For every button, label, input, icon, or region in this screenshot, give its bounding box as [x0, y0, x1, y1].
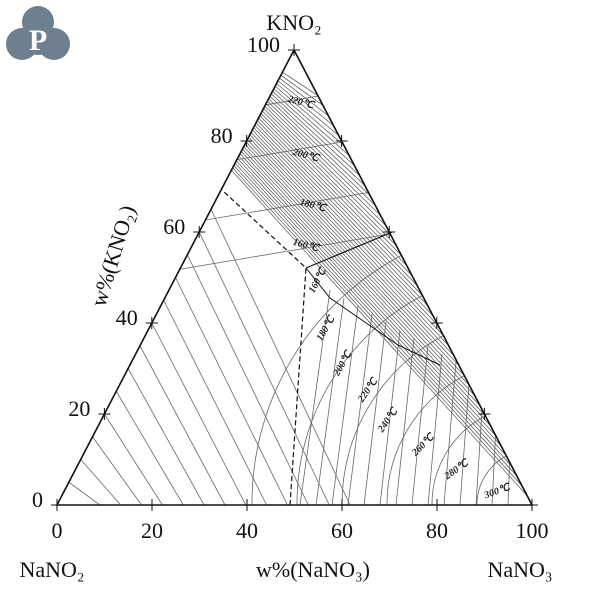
fan-line	[217, 121, 481, 407]
isotherm-label: 220℃	[355, 375, 381, 405]
tie-line	[347, 313, 373, 505]
fan-line	[247, 81, 376, 206]
x-axis-title: w%(NaNO₃)	[256, 557, 370, 582]
right-vertex-label: NaNO₃	[487, 557, 552, 582]
tick-marks	[51, 44, 538, 511]
tie-line	[127, 368, 205, 505]
bottom-tick-label: 100	[516, 518, 549, 543]
tie-line	[331, 305, 359, 505]
bottom-tick-label: 60	[331, 518, 353, 543]
left-tick-label: 80	[211, 123, 233, 148]
tie-line	[186, 254, 309, 505]
y-axis-title: w%(KNO₂)	[86, 202, 140, 309]
fan-line	[209, 131, 507, 457]
isotherm-arc	[251, 252, 407, 505]
tie-line	[363, 321, 387, 505]
fan-line	[263, 59, 319, 96]
fan-line	[218, 119, 476, 397]
fan-line	[244, 85, 387, 226]
fan-line	[206, 135, 518, 477]
tie-line	[115, 391, 184, 505]
fan-line	[227, 107, 444, 337]
tie-line	[379, 329, 401, 505]
isotherm-arc	[431, 414, 488, 505]
tie-line	[443, 361, 457, 505]
tie-line	[210, 209, 351, 505]
phase-boundary	[305, 231, 393, 269]
fan-line	[226, 109, 449, 347]
fan-line	[232, 101, 429, 306]
tie-line	[68, 481, 101, 505]
fan-line	[208, 133, 512, 467]
isotherm-label: 280℃	[442, 457, 472, 483]
fan-line	[212, 127, 497, 437]
tie-line	[299, 289, 331, 505]
isotherm-arc	[341, 333, 447, 505]
fan-line	[211, 129, 502, 447]
fan-line	[233, 99, 423, 296]
fan-line	[221, 115, 465, 377]
phase-boundary	[305, 267, 441, 366]
tie-line	[104, 413, 163, 505]
fan-line	[223, 113, 460, 367]
fan-line	[239, 91, 402, 256]
fan-line	[230, 103, 434, 316]
isotherm-label: 180℃	[299, 197, 329, 215]
fan-line	[245, 83, 381, 216]
tie-line	[427, 353, 443, 505]
tie-line	[459, 369, 471, 505]
fan-line	[203, 139, 528, 497]
triangle-frame	[55, 48, 534, 506]
fan-line	[214, 125, 491, 427]
fan-line	[241, 89, 397, 246]
tie-line	[175, 277, 288, 505]
eutectic-boundary	[221, 189, 307, 506]
top-vertex-label: KNO₂	[266, 10, 321, 35]
logo-letter: P	[29, 24, 47, 57]
tie-line	[315, 297, 345, 505]
left-tick-label: 100	[247, 32, 280, 57]
bottom-tick-label: 40	[236, 518, 258, 543]
tie-line	[411, 345, 429, 505]
isotherm-label: 160℃	[307, 265, 330, 295]
fan-line	[205, 137, 523, 487]
isotherm-label: 220℃	[286, 94, 317, 112]
isotherm-label: 180℃	[315, 313, 339, 343]
left-tick-label: 60	[163, 214, 185, 239]
bottom-tick-label: 80	[426, 518, 448, 543]
fan-line	[235, 97, 418, 286]
tie-line	[151, 322, 247, 505]
fan-line	[224, 111, 455, 357]
fan-line	[242, 87, 392, 236]
tie-line	[139, 345, 226, 505]
left-tick-label: 40	[116, 305, 138, 330]
tie-line	[395, 337, 415, 505]
fan-line	[260, 63, 329, 116]
logo: P	[6, 6, 70, 60]
isotherm-arc	[296, 293, 427, 505]
left-tick-label: 0	[32, 487, 43, 512]
tie-line	[80, 459, 122, 505]
isotherm-arc	[386, 374, 467, 505]
isotherm-label: 160℃	[292, 237, 322, 255]
left-vertex-label: NaNO₂	[19, 557, 84, 582]
isotherm-arc	[476, 455, 508, 505]
bottom-tick-label: 0	[52, 518, 63, 543]
bottom-tick-label: 20	[141, 518, 163, 543]
fan-line	[236, 95, 413, 276]
fan-line	[229, 105, 439, 327]
tie-line	[198, 231, 330, 505]
tie-line	[163, 300, 268, 505]
left-tick-label: 20	[68, 396, 90, 421]
tie-line	[92, 436, 142, 505]
